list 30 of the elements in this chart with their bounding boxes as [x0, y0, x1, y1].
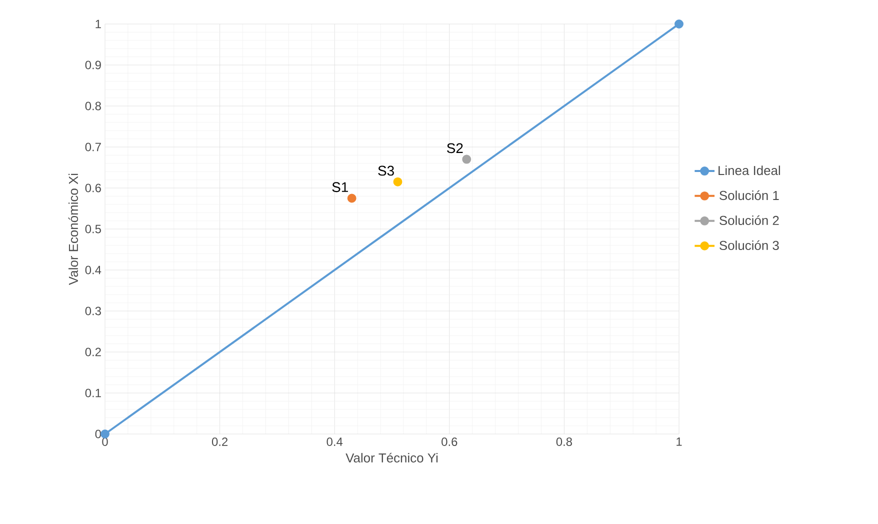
annotation: S3 [378, 166, 394, 176]
y-tick-label: 0.4 [85, 266, 102, 274]
x-axis-title: Valor Técnico Yi [346, 452, 438, 462]
x-tick-label: 0.6 [442, 438, 458, 446]
legend-label: Solución 2 [720, 215, 779, 226]
y-tick-label: 0 [95, 430, 102, 438]
x-tick-label: 0.2 [212, 438, 228, 446]
point [393, 177, 402, 186]
y-tick-label: 0.8 [85, 102, 101, 110]
y-axis-title: Valor Económico Xi [68, 174, 78, 285]
annotation: S1 [332, 182, 348, 192]
legend-label: Linea Ideal [718, 166, 780, 176]
y-tick-label: 0.2 [85, 348, 101, 356]
point [100, 430, 110, 438]
y-tick-label: 1 [96, 20, 101, 28]
legend-label: Solución 3 [720, 240, 779, 250]
y-tick-label: 0.9 [85, 60, 101, 70]
y-tick-label: 0.5 [85, 224, 101, 234]
legend-label: Solución 1 [720, 190, 779, 200]
x-tick-label: 1 [676, 438, 682, 446]
y-tick-label: 0.1 [85, 388, 101, 398]
y-tick-label: 0.7 [85, 142, 101, 152]
y-tick-label: 0.3 [85, 306, 101, 316]
point [674, 20, 684, 28]
point [462, 154, 472, 164]
point [347, 194, 356, 203]
x-tick-label: 0.8 [556, 438, 572, 446]
y-tick-label: 0.6 [85, 184, 101, 192]
x-tick-label: 0.4 [326, 438, 343, 446]
annotation: S2 [447, 143, 463, 154]
